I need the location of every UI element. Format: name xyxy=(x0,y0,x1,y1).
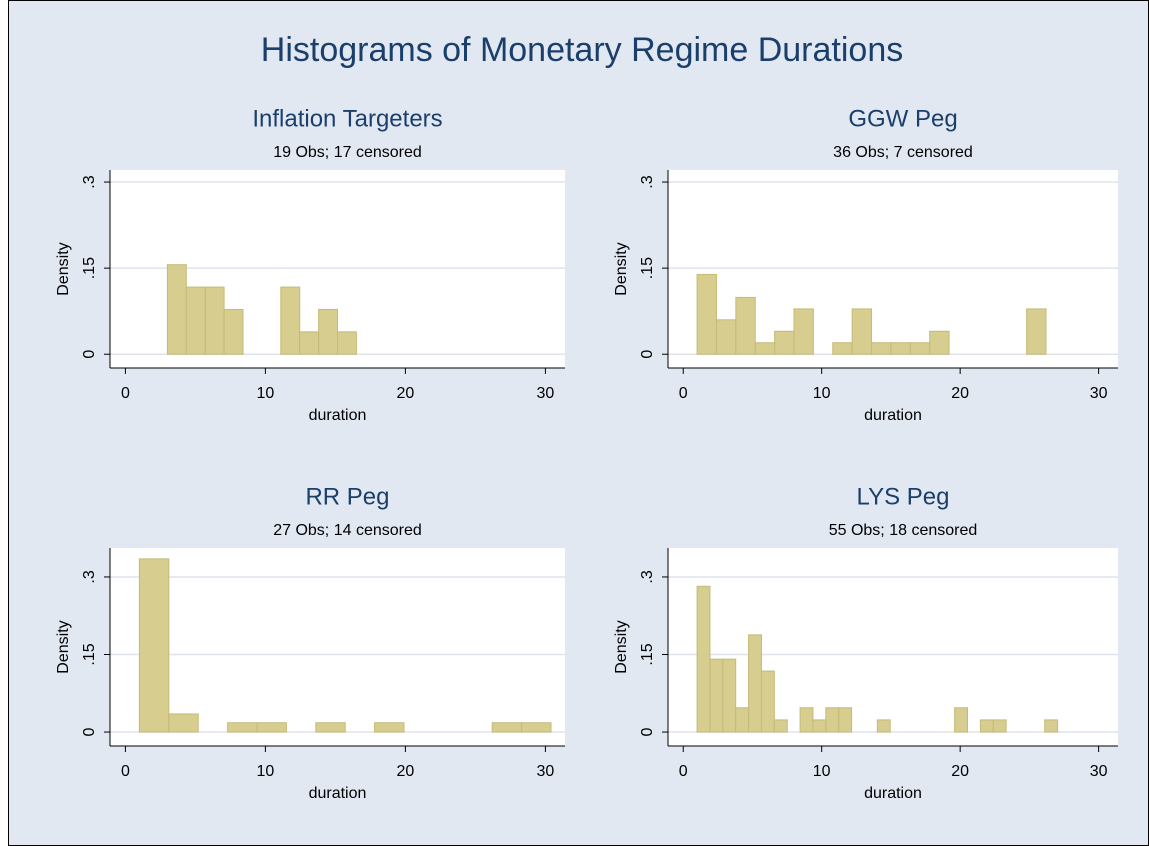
bar xyxy=(871,342,892,355)
bar xyxy=(825,707,840,733)
bar xyxy=(929,330,950,355)
y-tick-label: .3 xyxy=(81,175,98,188)
bar xyxy=(185,286,206,355)
bar xyxy=(954,707,968,733)
panel-subtitle: 36 Obs; 7 censored xyxy=(833,144,973,161)
y-tick-label: .15 xyxy=(81,643,98,665)
bar xyxy=(876,719,891,733)
bar xyxy=(754,342,776,355)
bar xyxy=(735,707,750,733)
x-tick-label: 10 xyxy=(813,385,831,402)
x-tick-label: 30 xyxy=(1090,763,1108,780)
x-tick-label: 20 xyxy=(951,763,969,780)
x-tick-label: 20 xyxy=(951,385,969,402)
panel-subtitle: 55 Obs; 18 censored xyxy=(829,522,978,539)
plot-area xyxy=(110,548,565,746)
y-tick-label: .15 xyxy=(81,257,98,279)
y-axis-label: Density xyxy=(613,620,630,673)
bar xyxy=(223,308,244,355)
bar xyxy=(337,331,357,355)
bar xyxy=(812,719,827,733)
panel-subtitle: 27 Obs; 14 censored xyxy=(273,522,422,539)
bar xyxy=(774,330,795,355)
bar xyxy=(890,342,911,355)
bar xyxy=(280,286,301,355)
bar xyxy=(374,722,405,733)
y-tick-label: 0 xyxy=(81,350,98,359)
bar xyxy=(715,319,737,355)
x-tick-label: 20 xyxy=(397,385,415,402)
y-tick-label: .3 xyxy=(81,570,98,583)
x-tick-label: 0 xyxy=(121,385,130,402)
bar xyxy=(735,296,756,355)
bar xyxy=(1044,719,1059,733)
bar xyxy=(832,342,853,355)
bar xyxy=(204,286,225,355)
bar xyxy=(256,722,287,733)
y-axis-label: Density xyxy=(613,242,630,295)
bar xyxy=(909,342,931,355)
bar xyxy=(851,308,873,355)
x-axis-label: duration xyxy=(309,407,367,424)
panel-subtitle: 19 Obs; 17 censored xyxy=(273,144,422,161)
bar xyxy=(696,585,711,733)
x-tick-label: 30 xyxy=(537,763,555,780)
bar xyxy=(793,308,814,355)
y-tick-label: 0 xyxy=(81,727,98,736)
x-axis-label: duration xyxy=(309,785,367,802)
panel-title: Inflation Targeters xyxy=(252,105,442,132)
x-tick-label: 0 xyxy=(679,385,688,402)
bar xyxy=(773,719,788,733)
x-tick-label: 0 xyxy=(679,763,688,780)
x-axis-label: duration xyxy=(864,407,922,424)
bar xyxy=(138,558,170,733)
bar xyxy=(799,707,814,733)
bar xyxy=(696,273,717,355)
bar xyxy=(521,722,552,733)
bar xyxy=(168,713,199,733)
chart-title: Histograms of Monetary Regime Durations xyxy=(261,31,903,69)
bar xyxy=(979,719,994,733)
x-tick-label: 30 xyxy=(537,385,555,402)
x-tick-label: 10 xyxy=(257,385,275,402)
y-axis-label: Density xyxy=(55,620,72,673)
x-tick-label: 30 xyxy=(1090,385,1108,402)
bar xyxy=(299,331,320,355)
bar xyxy=(166,264,187,355)
bar xyxy=(760,670,775,733)
bar xyxy=(1026,308,1047,355)
x-axis-label: duration xyxy=(864,785,922,802)
y-tick-label: .15 xyxy=(639,643,656,665)
x-tick-label: 10 xyxy=(813,763,831,780)
bar xyxy=(709,658,724,733)
y-tick-label: 0 xyxy=(639,350,656,359)
bar xyxy=(315,722,346,733)
y-tick-label: 0 xyxy=(639,727,656,736)
bar xyxy=(318,308,339,355)
bar xyxy=(748,634,762,733)
bar xyxy=(491,722,523,733)
x-tick-label: 10 xyxy=(257,763,275,780)
panel-title: GGW Peg xyxy=(848,105,957,132)
panel-title: LYS Peg xyxy=(857,483,950,510)
y-tick-label: .3 xyxy=(639,570,656,583)
x-tick-label: 0 xyxy=(121,763,130,780)
y-axis-label: Density xyxy=(55,242,72,295)
bar xyxy=(838,707,853,733)
x-tick-label: 20 xyxy=(397,763,415,780)
bar xyxy=(992,719,1007,733)
y-tick-label: .15 xyxy=(639,257,656,279)
panel-title: RR Peg xyxy=(305,483,389,510)
bar xyxy=(722,658,737,733)
bar xyxy=(227,722,258,733)
y-tick-label: .3 xyxy=(639,175,656,188)
